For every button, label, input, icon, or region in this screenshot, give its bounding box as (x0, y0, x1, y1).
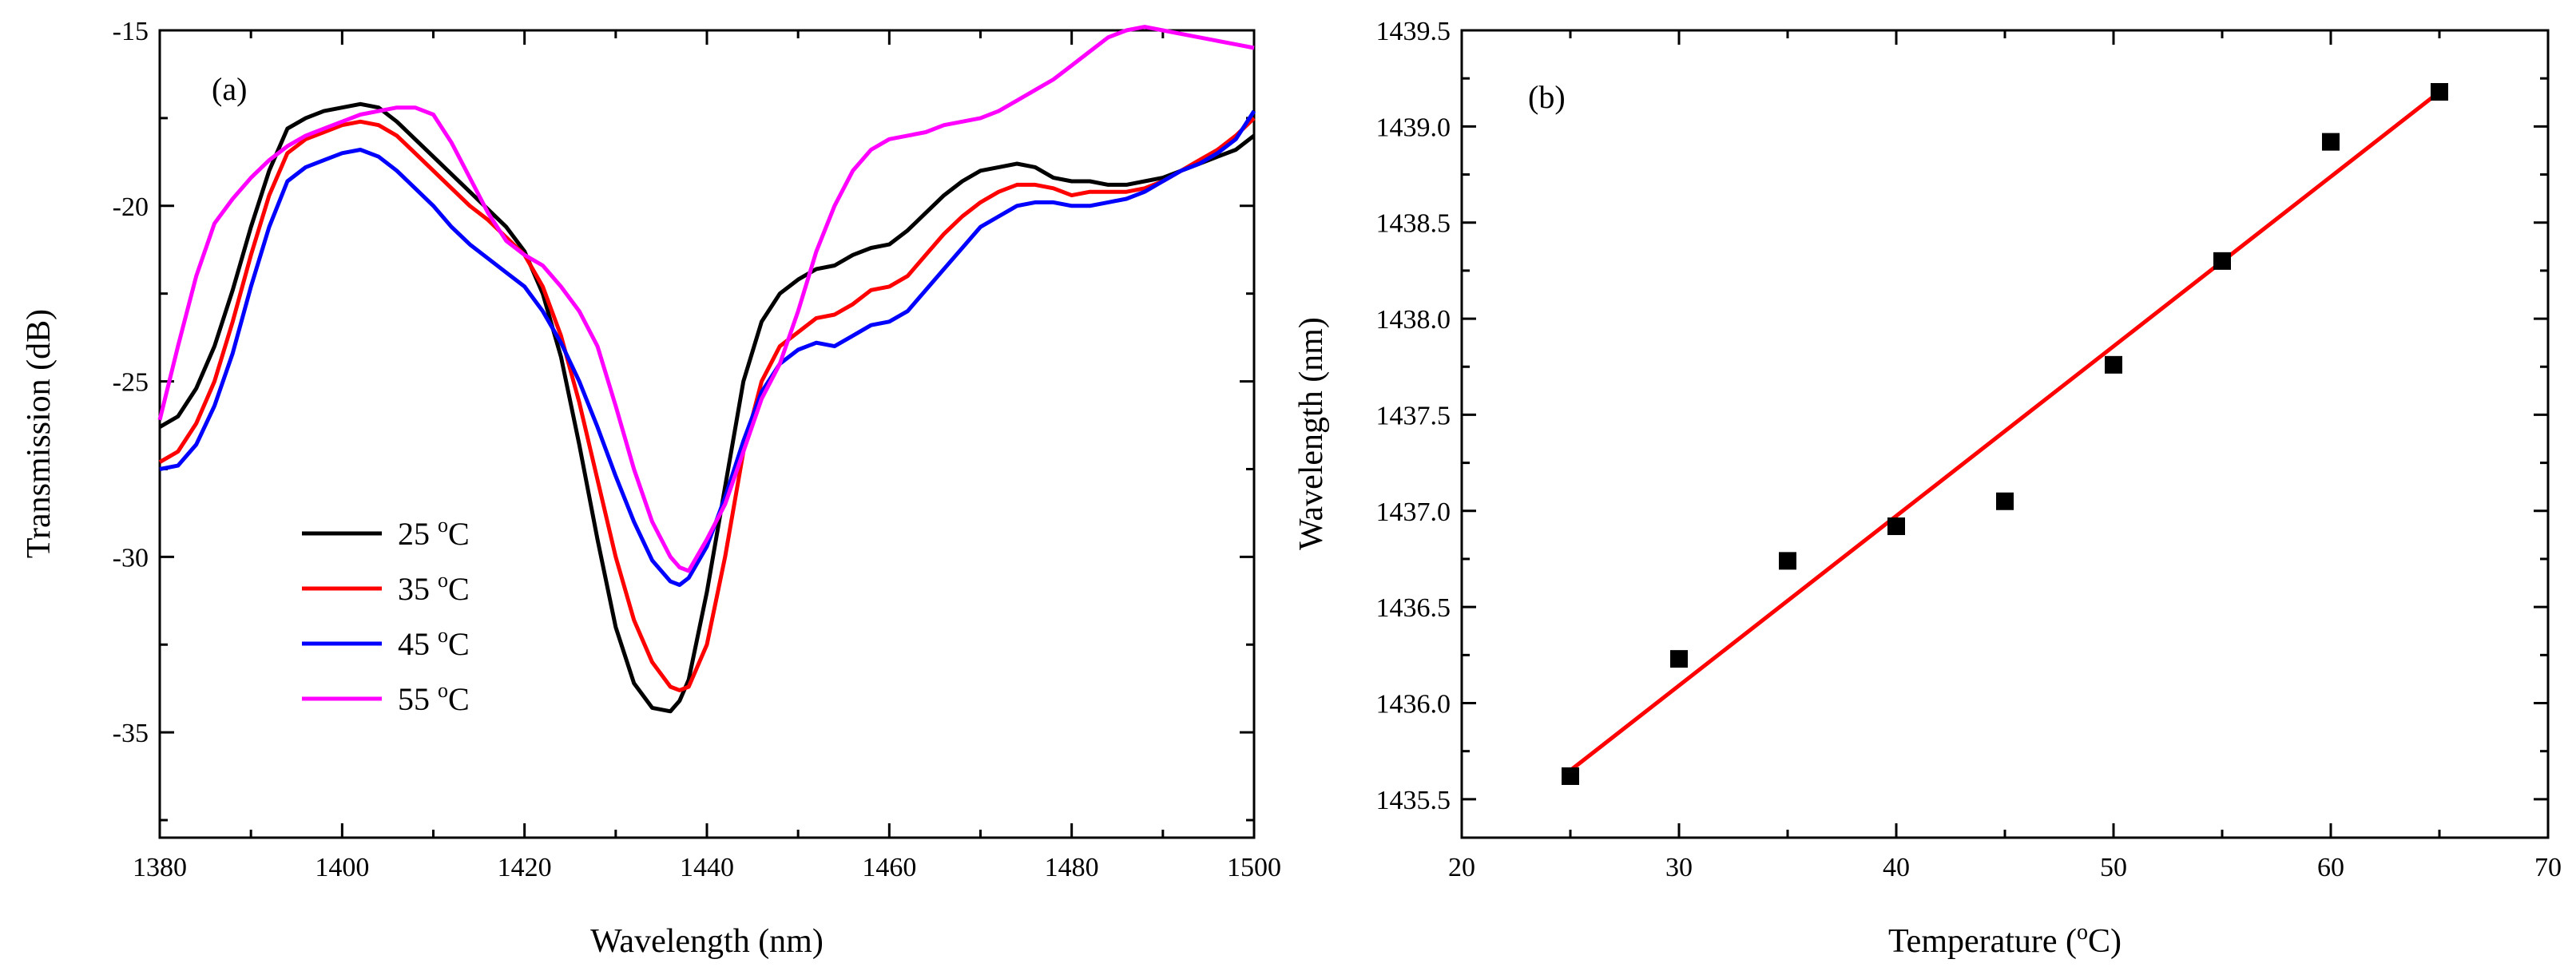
series-line (159, 109, 1256, 587)
series-line (158, 101, 1256, 714)
panel-a-x-axis-title: Wavelength (nm) (590, 923, 824, 960)
y-tick-label: 1438.0 (1376, 305, 1451, 335)
y-tick-label: 1435.5 (1376, 786, 1451, 815)
data-point (1887, 517, 1905, 536)
legend-entry-value: 55 (398, 681, 438, 717)
x-tick-label: 1440 (680, 853, 734, 882)
x-tick-label: 1400 (315, 853, 369, 882)
y-tick-label: -25 (113, 368, 149, 398)
data-point (2105, 355, 2122, 374)
data-point (2213, 252, 2231, 270)
series-line (157, 25, 1255, 573)
panel-b-x-axis-title-main: Temperature ( (1888, 923, 2077, 960)
legend-entry: 25 oC (398, 513, 470, 552)
data-point (1779, 552, 1796, 570)
fit-line (1569, 90, 2441, 772)
panel-b-ticks: 20 30 40 50 60 70 1435.5 1436.0 1436.5 1437.0 1437… (1376, 17, 2562, 882)
y-tick-label: -20 (113, 192, 149, 222)
panel-a-series (157, 25, 1256, 714)
legend-entry-degree: o (438, 624, 448, 647)
x-tick-label: 1420 (498, 853, 552, 882)
y-tick-label: 1439.0 (1376, 113, 1451, 142)
y-tick-label: 1436.5 (1376, 593, 1451, 623)
panel-b: 20 30 40 50 60 70 1435.5 1436.0 1436.5 1437.0 1437… (1293, 17, 2562, 960)
legend-entry-value: 25 (398, 516, 438, 552)
panel-a-y-axis-title: Transmission (dB) (21, 309, 58, 558)
panel-a-plot-frame (158, 29, 1256, 839)
x-tick-label: 1380 (133, 853, 187, 882)
y-tick-label: 1437.5 (1376, 401, 1451, 430)
x-tick-label: 1480 (1045, 853, 1099, 882)
data-point (2322, 133, 2340, 151)
y-tick-label: -35 (113, 719, 149, 748)
series-line (158, 117, 1256, 692)
x-tick-label: 60 (2317, 853, 2344, 882)
y-tick-label: 1437.0 (1376, 497, 1451, 527)
panel-b-plot-frame (1460, 29, 2550, 839)
panel-b-x-axis-title-end: C) (2088, 923, 2122, 960)
legend-entry-degree: o (438, 569, 448, 592)
legend-entry: 45 oC (398, 624, 470, 662)
data-point (1670, 650, 1688, 668)
panel-b-label: (b) (1528, 79, 1566, 115)
legend-entry-degree: o (438, 679, 448, 702)
panel-b-points (1562, 83, 2448, 785)
panel-a: 1380 1400 1420 1440 1460 1480 1500 -35 -30 -25 -20… (21, 17, 1281, 960)
legend-entry-degree: o (438, 513, 448, 537)
panel-a-ticks: 1380 1400 1420 1440 1460 1480 1500 -35 -30 -25 -20… (113, 17, 1281, 882)
panel-b-y-axis-title: Wavelength (nm) (1293, 317, 1330, 550)
y-tick-label: -15 (113, 17, 149, 46)
legend-entry-unit: C (448, 626, 470, 662)
x-tick-label: 70 (2534, 853, 2562, 882)
legend-entry-unit: C (448, 571, 470, 607)
panel-a-label: (a) (212, 71, 247, 107)
legend-entry: 55 oC (398, 679, 470, 717)
x-tick-label: 20 (1448, 853, 1475, 882)
legend-entry-value: 45 (398, 626, 438, 662)
y-tick-label: 1436.0 (1376, 690, 1451, 719)
y-tick-label: 1439.5 (1376, 17, 1451, 46)
x-tick-label: 1460 (862, 853, 916, 882)
y-tick-label: 1438.5 (1376, 209, 1451, 239)
legend-entry-unit: C (448, 516, 470, 552)
panel-b-x-axis-title-degree: o (2077, 920, 2088, 945)
y-tick-label: -30 (113, 543, 149, 573)
x-tick-label: 30 (1665, 853, 1693, 882)
x-tick-label: 40 (1883, 853, 1910, 882)
x-tick-label: 50 (2100, 853, 2127, 882)
legend-entry-value: 35 (398, 571, 438, 607)
x-tick-label: 1500 (1227, 853, 1281, 882)
panel-b-x-axis-title: Temperature (oC) (1888, 920, 2122, 960)
panel-b-fit (1569, 90, 2441, 772)
legend-entry-unit: C (448, 681, 470, 717)
data-point (1996, 492, 2014, 510)
legend-entry: 35 oC (398, 569, 470, 607)
data-point (1562, 767, 1579, 785)
data-point (2431, 83, 2448, 101)
